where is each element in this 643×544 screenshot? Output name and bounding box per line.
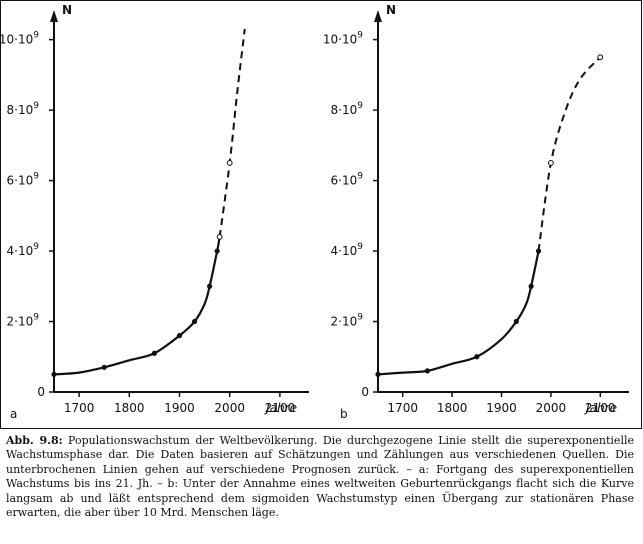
y-tick-exponent: 9 <box>33 172 39 182</box>
x-tick-label: 1700 <box>387 401 418 415</box>
observed-line <box>53 236 221 376</box>
y-axis-title: N <box>62 3 72 17</box>
x-axis-title: Jahre <box>584 401 617 415</box>
y-tick-label: 4·109 <box>7 242 40 258</box>
x-tick-label: 1900 <box>164 401 195 415</box>
x-tick-label: 1900 <box>486 401 517 415</box>
y-tick-exponent: 9 <box>357 172 363 182</box>
x-axis-title: Jahre <box>264 401 297 415</box>
y-axis-arrow <box>50 10 58 22</box>
y-tick-label: 2·109 <box>331 313 364 329</box>
y-axis-arrow <box>374 10 382 22</box>
x-tick-label: 2100 <box>265 401 296 415</box>
y-tick-label: 0 <box>37 385 45 399</box>
y-tick-exponent: 9 <box>33 242 39 252</box>
y-tick-label: 4·109 <box>331 242 364 258</box>
data-point <box>474 354 480 360</box>
caption-lead: Abb. 9.8: <box>6 434 63 447</box>
data-point <box>51 371 57 377</box>
y-axis-title: N <box>386 3 396 17</box>
caption-text: Populationswachstum der Weltbevölkerung.… <box>6 434 634 520</box>
x-tick-label: 2000 <box>536 401 567 415</box>
y-tick-label: 6·109 <box>331 172 364 188</box>
panel-a: 0 2·109 4·109 6·109 8·109 10·109 1700 1800 1900 2… <box>0 3 309 421</box>
y-tick-label: 8·109 <box>7 101 40 117</box>
panel-letter: b <box>340 407 348 421</box>
y-tick-exponent: 9 <box>33 313 39 323</box>
observed-line <box>377 250 540 376</box>
x-tick-label: 1700 <box>64 401 95 415</box>
prognosis-point <box>226 160 233 166</box>
prognosis-point <box>216 234 223 240</box>
y-tick-label: 2·109 <box>7 313 40 329</box>
data-point <box>424 368 430 374</box>
y-tick-label: 10·109 <box>0 31 39 47</box>
y-tick-label: 10·109 <box>323 31 363 47</box>
data-point <box>207 283 213 289</box>
panel-b: 0 2·109 4·109 6·109 8·109 10·109 1700 1800 1900 2… <box>323 3 629 421</box>
data-point <box>214 248 220 254</box>
y-tick-exponent: 9 <box>357 242 363 252</box>
y-tick-exponent: 9 <box>33 101 39 111</box>
prognosis-line <box>537 56 602 252</box>
panel-letter: a <box>10 407 17 421</box>
data-point <box>191 318 198 325</box>
prognosis-point <box>597 54 604 61</box>
y-tick-label: 0 <box>361 385 369 399</box>
prognosis-line <box>218 28 246 238</box>
figure-frame <box>0 0 642 429</box>
x-tick-label: 2100 <box>585 401 616 415</box>
prognosis-point <box>548 160 554 166</box>
y-tick-exponent: 9 <box>33 31 39 41</box>
y-tick-exponent: 9 <box>357 31 363 41</box>
x-tick-label: 1800 <box>437 401 468 415</box>
data-point <box>101 364 107 370</box>
data-point <box>375 371 381 377</box>
figure: 0 2·109 4·109 6·109 8·109 10·109 1700 1800 1900 2… <box>0 0 642 429</box>
y-tick-exponent: 9 <box>357 101 363 111</box>
data-point <box>176 333 183 339</box>
figure-caption: Abb. 9.8: Populationswachstum der Weltbe… <box>6 434 634 520</box>
y-tick-label: 6·109 <box>7 172 40 188</box>
charts-canvas: 0 2·109 4·109 6·109 8·109 10·109 1700 1800 1900 2… <box>0 0 642 429</box>
data-point <box>513 318 519 325</box>
x-tick-label: 2000 <box>214 401 245 415</box>
x-tick-label: 1800 <box>114 401 145 415</box>
data-point <box>151 350 157 356</box>
data-point <box>528 283 534 289</box>
y-tick-label: 8·109 <box>331 101 364 117</box>
data-point <box>535 248 542 254</box>
y-tick-exponent: 9 <box>357 313 363 323</box>
